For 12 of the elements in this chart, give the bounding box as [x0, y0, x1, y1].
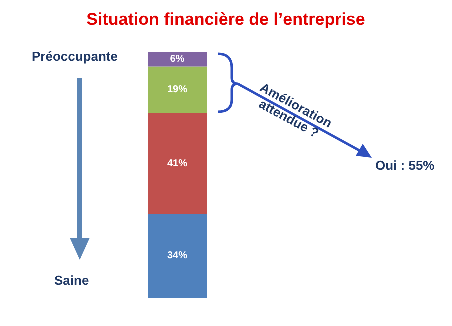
data-label: 6%	[170, 54, 185, 65]
text: Saine	[54, 272, 90, 288]
bar	[148, 214, 207, 298]
data-label: 41%	[167, 158, 188, 170]
bar	[148, 52, 207, 67]
bar	[148, 114, 207, 214]
bar	[148, 66, 207, 114]
text: Préoccupante	[32, 48, 118, 64]
chart-title: Situation financière de l’entreprise	[86, 10, 366, 29]
data-label: 34%	[167, 250, 188, 262]
data-label: 19%	[167, 84, 188, 96]
text: Oui : 55%	[376, 158, 435, 172]
